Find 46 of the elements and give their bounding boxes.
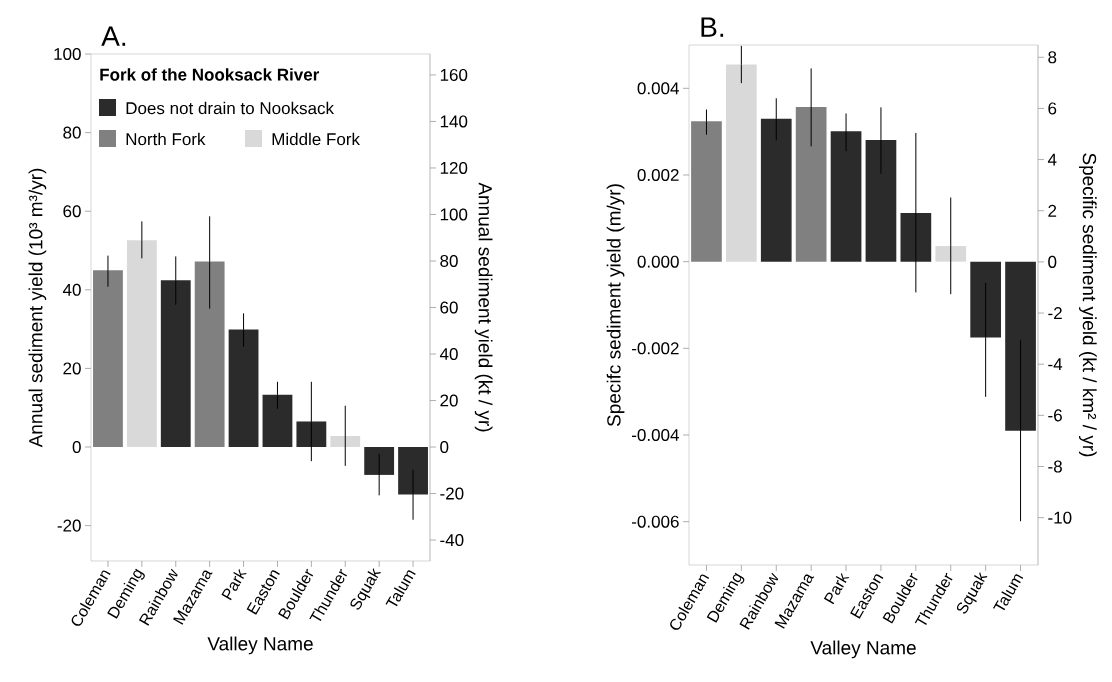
y2-tick-label: 8 <box>1048 51 1057 64</box>
y-tick-label: 80 <box>63 126 81 139</box>
y-tick-label: 60 <box>63 205 81 218</box>
x-axis-title: Valley Name <box>207 636 313 655</box>
legend-label: Middle Fork <box>272 132 361 146</box>
y2-tick-label: 100 <box>440 208 468 221</box>
y-tick-label: 0.002 <box>637 168 679 182</box>
y2-tick-label: -20 <box>440 487 464 500</box>
y2-axis-title: Specific sediment yield (kt / km² / yr) <box>1078 153 1097 457</box>
y2-axis-title: Annual sediment yield (kt / yr) <box>474 182 493 432</box>
y-tick-label: -0.004 <box>632 428 679 442</box>
y-tick-label: 40 <box>62 283 81 296</box>
y2-tick-label: 0 <box>1048 255 1057 268</box>
y2-tick-label: 20 <box>440 394 458 407</box>
y2-tick-label: -2 <box>1048 307 1062 319</box>
y2-tick-label: 140 <box>440 115 468 128</box>
y2-tick-label: 2 <box>1048 204 1057 217</box>
y-tick-label: 0.000 <box>637 255 679 268</box>
y2-tick-label: -40 <box>440 534 464 547</box>
y2-tick-label: 160 <box>440 68 468 81</box>
y2-tick-label: 0 <box>440 441 449 454</box>
y-tick-label: 0.004 <box>637 82 679 95</box>
y2-tick-label: -10 <box>1048 511 1072 524</box>
y2-tick-label: 6 <box>1048 102 1057 115</box>
legend-label: North Fork <box>126 132 206 146</box>
y2-tick-label: 60 <box>440 301 458 314</box>
y-tick-label: -0.006 <box>632 515 679 528</box>
y-tick-label: 20 <box>63 362 81 375</box>
y-axis-title: Annual sediment yield (10³ m³/yr) <box>28 168 47 448</box>
y-tick-label: 100 <box>54 47 81 61</box>
x-axis-title: Valley Name <box>810 640 916 659</box>
y2-tick-label: -8 <box>1048 460 1062 473</box>
y2-tick-label: -4 <box>1048 358 1063 371</box>
y2-tick-label: 80 <box>440 254 458 267</box>
y2-tick-label: -6 <box>1048 409 1062 422</box>
chart-title: A. <box>101 26 126 46</box>
y2-tick-label: 40 <box>439 347 458 361</box>
y-tick-label: -0.002 <box>632 342 679 355</box>
legend-title: Fork of the Nooksack River <box>100 68 320 81</box>
y-tick-label: -20 <box>57 519 81 532</box>
y-axis-title: Specifc sediment yield (m/yr) <box>606 184 625 427</box>
y-tick-label: 0 <box>72 440 81 454</box>
legend-label: Does not drain to Nooksack <box>126 101 335 115</box>
y2-tick-label: 120 <box>440 161 468 174</box>
chart-title: B. <box>701 17 724 37</box>
y2-tick-label: 4 <box>1047 153 1057 166</box>
